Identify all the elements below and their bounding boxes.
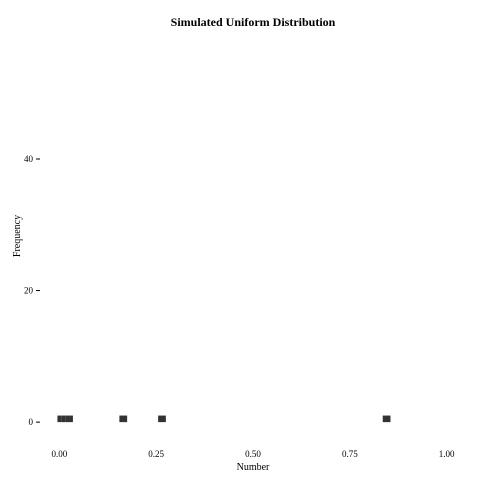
y-tick-label: 20	[24, 286, 34, 296]
x-tick-label: 0.00	[51, 449, 67, 459]
histogram-bar-2	[65, 415, 70, 423]
histogram-bar-6	[382, 415, 391, 423]
y-tick-label: 0	[29, 417, 34, 427]
y-tick-label: 40	[24, 154, 34, 164]
histogram-bar-5	[158, 415, 166, 423]
x-tick-label: 0.50	[245, 449, 261, 459]
histogram-bar-4	[119, 415, 128, 423]
histogram-bar-1	[61, 415, 66, 423]
y-axis-ticks: 0 20 40	[24, 154, 40, 427]
x-tick-label: 0.75	[342, 449, 358, 459]
histogram-bar-0	[57, 415, 62, 423]
x-axis-ticks: 0.00 0.25 0.50 0.75 1.00	[51, 449, 455, 459]
chart-title: Simulated Uniform Distribution	[171, 15, 336, 29]
y-axis-label: Frequency	[12, 215, 23, 257]
histogram-bar-3	[69, 415, 73, 423]
x-tick-label: 1.00	[439, 449, 455, 459]
x-tick-label: 0.25	[148, 449, 164, 459]
x-axis-label: Number	[237, 462, 270, 473]
bars-group	[57, 415, 391, 423]
